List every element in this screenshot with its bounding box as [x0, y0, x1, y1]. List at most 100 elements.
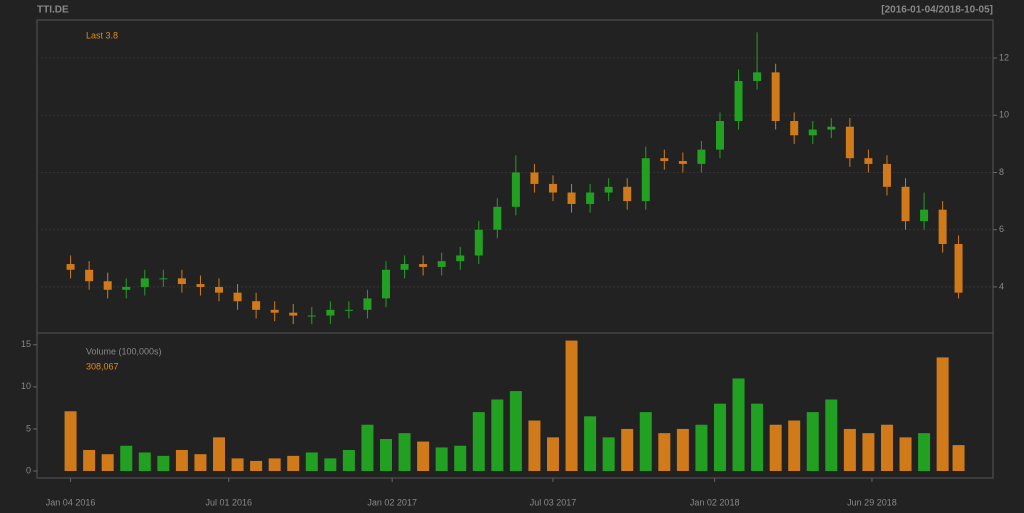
volume-bar — [194, 454, 207, 472]
volume-bar — [546, 437, 559, 472]
candle-body — [734, 80, 743, 121]
candle-body — [567, 192, 576, 204]
volume-bar — [454, 445, 467, 472]
candle-body — [419, 264, 428, 267]
candle-body — [864, 158, 873, 164]
volume-bar — [64, 411, 77, 472]
volume-bar — [732, 378, 745, 472]
volume-bar — [528, 420, 541, 472]
volume-bar — [509, 391, 522, 472]
last-volume: 308,067 — [86, 361, 119, 371]
volume-bar — [491, 399, 504, 472]
candle-body — [623, 186, 632, 202]
x-tick-label: Jan 02 2018 — [690, 497, 740, 507]
volume-bar — [398, 433, 411, 472]
candle-body — [363, 298, 372, 310]
candle-body — [901, 186, 910, 222]
candle-body — [790, 120, 799, 136]
candle-body — [382, 269, 391, 299]
candle-body — [604, 186, 613, 193]
y-tick-label: 6 — [999, 224, 1004, 234]
volume-bar — [305, 452, 318, 472]
volume-bar — [287, 455, 300, 472]
candle-body — [307, 315, 316, 317]
candle-body — [753, 72, 762, 81]
volume-bar — [602, 437, 615, 472]
volume-bar — [751, 403, 764, 472]
volume-bar — [250, 460, 263, 472]
volume-bar — [639, 412, 652, 472]
candle-body — [771, 72, 780, 121]
volume-panel — [36, 332, 994, 479]
volume-bar — [417, 441, 430, 472]
candle-body — [437, 261, 446, 267]
candle-body — [938, 209, 947, 245]
candle-body — [456, 255, 465, 262]
candle-body — [715, 120, 724, 150]
volume-bar — [138, 452, 151, 472]
date-range: [2016-01-04/2018-10-05] — [881, 5, 993, 16]
volume-bar — [175, 449, 188, 472]
volume-bar — [324, 458, 337, 472]
candle-body — [270, 309, 279, 313]
volume-bar — [769, 424, 782, 472]
y2-tick-label: 10 — [21, 381, 31, 391]
volume-bar — [101, 454, 114, 472]
volume-bar — [213, 437, 226, 472]
volume-label: Volume (100,000s) — [86, 346, 162, 356]
candle-body — [159, 278, 168, 280]
candle-body — [530, 172, 539, 184]
volume-bar — [713, 403, 726, 472]
candle-body — [344, 309, 353, 311]
candle-body — [920, 209, 929, 222]
candle-body — [252, 301, 261, 310]
candle-body — [122, 286, 131, 290]
candle-body — [215, 286, 224, 293]
candle-body — [177, 278, 186, 285]
x-tick-label: Jan 04 2016 — [46, 497, 96, 507]
candle-body — [233, 292, 242, 302]
volume-bar — [157, 455, 170, 472]
candle-body — [586, 192, 595, 204]
candle-body — [289, 312, 298, 316]
volume-bar — [435, 447, 448, 472]
x-tick-label: Jan 02 2017 — [367, 497, 417, 507]
chart-title: TTI.DE — [37, 5, 69, 16]
x-tick-label: Jul 01 2016 — [205, 497, 252, 507]
last-label: Last 3.8 — [86, 30, 118, 40]
candle-body — [678, 161, 687, 164]
volume-bar — [880, 424, 893, 472]
candle-body — [697, 149, 706, 164]
candle-body — [548, 183, 557, 193]
volume-bar — [472, 412, 485, 472]
candle-body — [85, 269, 94, 282]
candle-body — [808, 129, 817, 136]
candle-body — [66, 264, 75, 270]
candle-body — [641, 158, 650, 202]
volume-bar — [231, 458, 244, 472]
y-tick-label: 4 — [999, 281, 1004, 291]
volume-bar — [565, 340, 578, 472]
volume-bar — [342, 449, 355, 472]
volume-bar — [899, 437, 912, 472]
volume-bar — [788, 420, 801, 472]
volume-bar — [676, 428, 689, 472]
volume-bar — [862, 433, 875, 472]
x-tick-label: Jul 03 2017 — [530, 497, 577, 507]
candle-body — [400, 264, 409, 270]
volume-bar — [695, 424, 708, 472]
volume-bar — [825, 399, 838, 472]
x-tick-label: Jun 29 2018 — [847, 497, 897, 507]
y2-tick-label: 5 — [26, 423, 31, 433]
candle-body — [140, 278, 149, 287]
volume-bar — [936, 357, 949, 472]
candle-body — [660, 158, 669, 162]
candle-body — [511, 172, 520, 207]
y2-tick-label: 0 — [26, 465, 31, 475]
volume-bar — [843, 428, 856, 472]
candle-body — [196, 284, 205, 287]
candle-body — [103, 281, 112, 290]
candle-body — [326, 309, 335, 316]
volume-bar — [621, 428, 634, 472]
volume-bar — [658, 433, 671, 472]
